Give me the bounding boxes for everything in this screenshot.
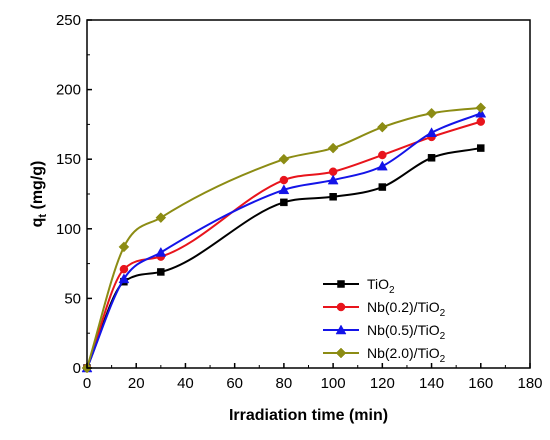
data-point-nb-0-5-tio2	[118, 273, 130, 284]
x-tick-label: 40	[177, 375, 194, 392]
x-tick-label: 160	[468, 375, 493, 392]
x-tick-label: 180	[517, 375, 542, 392]
x-tick-label: 60	[226, 375, 243, 392]
legend-label: Nb(0.2)/TiO2	[367, 299, 446, 319]
data-point-nb-0-5-tio2	[327, 174, 339, 185]
x-tick-label: 0	[83, 375, 91, 392]
legend-label-sub: 2	[389, 285, 395, 296]
y-axis-title-rest: (mg/g)	[29, 161, 46, 214]
legend-label-main: Nb(2.0)/TiO	[367, 345, 440, 361]
y-axis-title-main: q	[29, 218, 46, 228]
data-point-nb-0-2-tio2	[279, 175, 289, 185]
y-tick-label: 50	[64, 290, 81, 307]
data-point-nb-2-0-tio2	[376, 121, 388, 133]
legend-item-nb-0-2-tio2: Nb(0.2)/TiO2	[323, 299, 446, 319]
legend-label: Nb(0.5)/TiO2	[367, 322, 446, 342]
x-tick-label: 80	[276, 375, 293, 392]
legend-item-nb-0-5-tio2: Nb(0.5)/TiO2	[323, 322, 446, 342]
series-nb-2-0-tio2	[81, 102, 487, 374]
data-point-tio2	[280, 198, 288, 207]
y-axis-title-sub: t	[37, 214, 49, 218]
y-tick-label: 150	[56, 151, 81, 168]
data-point-nb-2-0-tio2	[426, 107, 437, 119]
data-point-nb-2-0-tio2	[278, 153, 290, 165]
legend-label-main: Nb(0.5)/TiO	[367, 322, 440, 338]
legend-marker	[336, 302, 346, 312]
y-tick-label: 200	[56, 82, 81, 99]
legend-marker	[335, 324, 347, 335]
data-point-tio2	[378, 183, 387, 191]
data-point-tio2	[427, 154, 436, 162]
data-point-nb-0-2-tio2	[119, 264, 129, 274]
y-tick-label: 100	[56, 221, 81, 238]
legend-label: Nb(2.0)/TiO2	[367, 345, 446, 365]
legend-label-main: TiO	[367, 276, 389, 292]
data-point-nb-0-2-tio2	[378, 150, 387, 160]
x-tick-label: 100	[321, 375, 346, 392]
data-point-nb-0-2-tio2	[476, 117, 486, 126]
data-point-nb-0-5-tio2	[278, 184, 290, 195]
legend-label-sub: 2	[440, 331, 446, 342]
legend-item-nb-2-0-tio2: Nb(2.0)/TiO2	[323, 345, 446, 365]
data-point-nb-2-0-tio2	[155, 212, 167, 224]
y-tick-label: 0	[73, 360, 81, 377]
legend-item-tio2: TiO2	[323, 276, 395, 296]
data-point-nb-0-2-tio2	[328, 167, 338, 176]
y-tick-label: 250	[56, 12, 81, 29]
data-point-tio2	[329, 193, 337, 201]
data-point-nb-0-5-tio2	[155, 246, 167, 257]
axes: 0 20 40 60 80 100 120 140 160 180 0 50 100 150 200 250	[56, 12, 543, 392]
data-point-nb-2-0-tio2	[118, 241, 130, 253]
data-point-tio2	[157, 268, 165, 276]
plot-frame	[86, 19, 531, 369]
legend-label-sub: 2	[440, 354, 446, 365]
data-point-nb-0-5-tio2	[426, 127, 437, 138]
x-tick-label: 20	[128, 375, 145, 392]
legend-label: TiO2	[367, 276, 395, 296]
x-tick-label: 120	[370, 375, 395, 392]
data-point-nb-0-5-tio2	[376, 160, 388, 171]
x-axis-title: Irradiation time (min)	[229, 407, 388, 424]
legend-label-main: Nb(0.2)/TiO	[367, 299, 440, 315]
data-point-tio2	[477, 144, 485, 152]
data-point-nb-2-0-tio2	[327, 142, 339, 154]
plot-area	[81, 102, 487, 374]
y-axis-title: qt (mg/g)	[29, 161, 49, 228]
legend-label-sub: 2	[440, 308, 446, 319]
legend-marker	[335, 347, 347, 359]
x-tick-label: 140	[419, 375, 444, 392]
legend-marker	[337, 280, 345, 288]
data-point-nb-2-0-tio2	[475, 102, 487, 114]
